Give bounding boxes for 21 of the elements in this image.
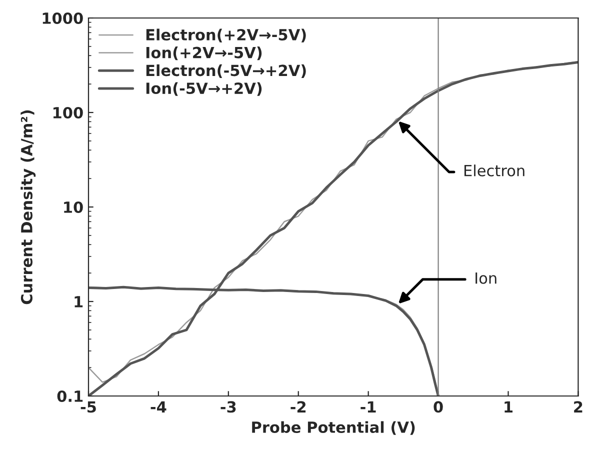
x-tick-label: -4 <box>150 401 166 412</box>
y-tick-label: 1000 <box>42 12 83 24</box>
y-tick-label: 0.1 <box>57 390 83 402</box>
legend-label: Electron(-5V→+2V) <box>146 64 306 78</box>
y-axis-title: Current Density (A/m²) <box>20 110 36 304</box>
y-tick-label: 100 <box>53 106 83 119</box>
x-tick-label: -3 <box>220 401 236 413</box>
x-tick-label: 1 <box>504 401 513 412</box>
legend-label: Ion(+2V→-5V) <box>146 46 262 60</box>
x-axis-title: Probe Potential (V) <box>252 421 415 435</box>
y-tick-label: 10 <box>64 201 83 214</box>
y-tick-label: 1 <box>74 296 83 308</box>
x-tick-label: 2 <box>574 401 582 412</box>
annotation: Electron <box>464 164 524 176</box>
legend-label: Ion(-5V→+2V) <box>146 82 262 96</box>
legend-label: Electron(+2V→-5V) <box>146 28 306 42</box>
annotation: Ion <box>476 272 496 284</box>
x-tick-label: -2 <box>290 401 306 412</box>
x-tick-label: -1 <box>360 401 376 412</box>
x-tick-label: 0 <box>434 401 443 413</box>
x-tick-label: -5 <box>80 401 96 413</box>
